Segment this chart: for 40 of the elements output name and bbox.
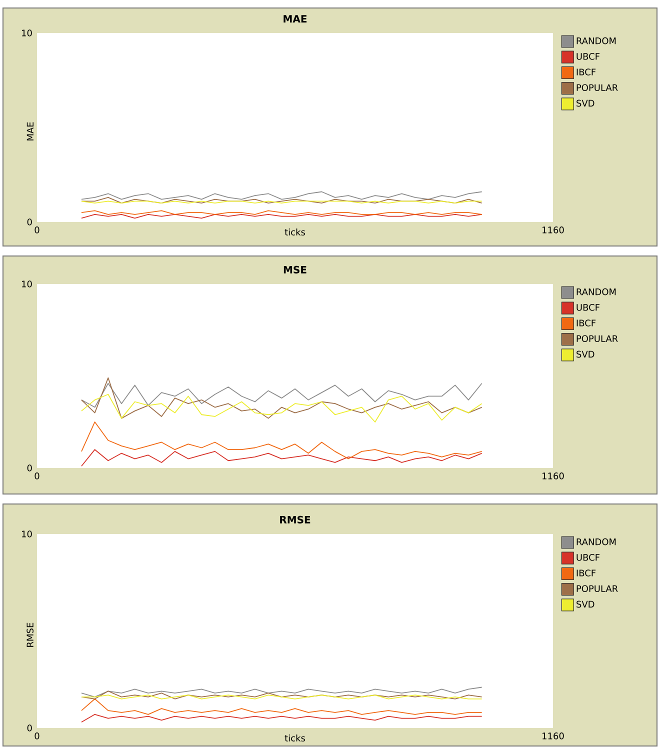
x-axis-title: ticks xyxy=(284,734,305,742)
legend-label: SVD xyxy=(576,350,594,358)
y-tick-label: 10 xyxy=(22,280,32,288)
line-series xyxy=(81,377,482,419)
x-tick-label: 1160 xyxy=(542,472,564,480)
y-tick-label: 0 xyxy=(27,218,32,226)
legend-label: POPULAR xyxy=(576,335,618,342)
y-tick-label: 0 xyxy=(27,464,32,472)
chart-title: MAE xyxy=(284,15,307,22)
line-series xyxy=(81,698,482,715)
legend-label: SVD xyxy=(576,600,594,608)
legend-label: IBCF xyxy=(576,570,596,576)
x-tick-label: 1160 xyxy=(542,226,564,234)
line-series xyxy=(81,422,482,460)
line-series xyxy=(81,449,482,467)
legend-label: RANDOM xyxy=(576,37,616,44)
legend-label: UBCF xyxy=(576,53,600,60)
x-tick-label: 1160 xyxy=(542,732,564,740)
chart-title: RMSE xyxy=(280,516,310,524)
legend-label: SVD xyxy=(576,100,594,107)
legend-label: POPULAR xyxy=(576,84,618,92)
line-series xyxy=(81,191,482,200)
legend-label: IBCF xyxy=(576,68,596,76)
legend-label: IBCF xyxy=(576,320,596,326)
y-tick-label: 10 xyxy=(22,30,32,36)
legend-label: RANDOM xyxy=(576,288,616,296)
line-series xyxy=(81,394,482,422)
legend-label: POPULAR xyxy=(576,585,618,592)
y-axis-title: RMSE xyxy=(26,622,34,647)
legend-label: UBCF xyxy=(576,304,600,311)
y-axis-title: MAE xyxy=(26,122,34,140)
chart-title: MSE xyxy=(284,266,306,274)
line-series xyxy=(81,686,482,698)
x-axis-title: ticks xyxy=(284,228,305,236)
line-series xyxy=(81,714,482,723)
y-tick-label: 10 xyxy=(22,530,32,538)
y-tick-label: 0 xyxy=(27,724,32,732)
legend-label: RANDOM xyxy=(576,538,616,546)
line-series xyxy=(81,382,482,408)
legend-label: UBCF xyxy=(576,554,600,561)
